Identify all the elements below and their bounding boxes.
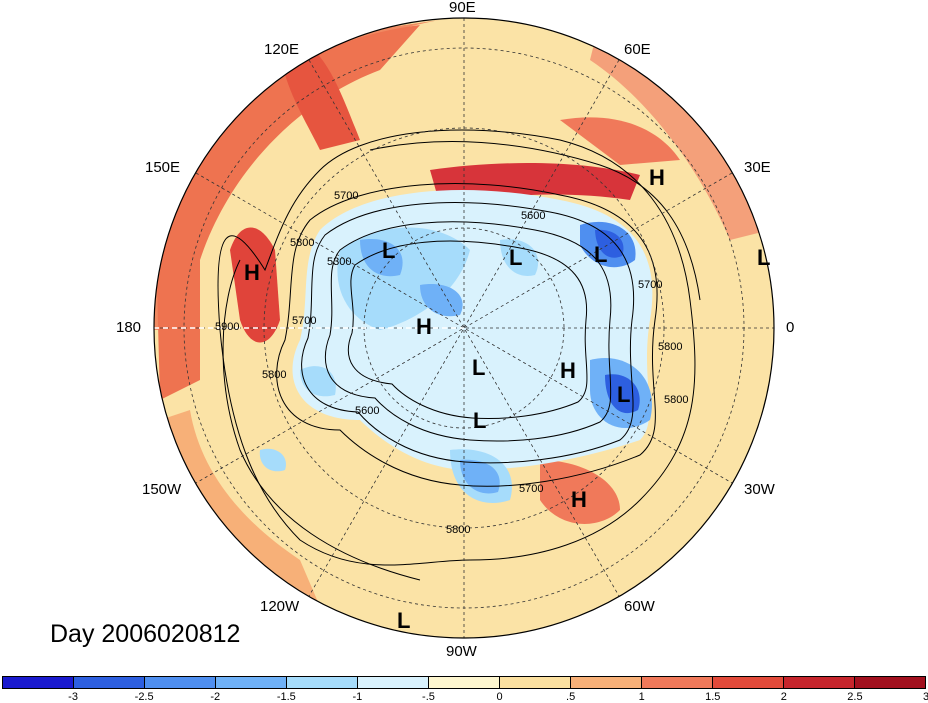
low-pressure-center: L	[473, 408, 486, 433]
lon-label-60e: 60E	[624, 41, 651, 58]
lon-label-30w: 30W	[744, 481, 775, 498]
colorbar-cell	[713, 677, 784, 688]
anomaly-field	[154, 18, 774, 638]
contour-label: 5600	[355, 405, 379, 417]
colorbar-cell	[216, 677, 287, 688]
colorbar-cell	[571, 677, 642, 688]
lon-label-90e: 90E	[449, 0, 476, 16]
lon-label-90w: 90W	[446, 643, 477, 660]
contour-label: 5600	[521, 210, 545, 222]
colorbar-cell	[855, 677, 925, 688]
colorbar-cell	[145, 677, 216, 688]
pressure-centers: H H H H H L L L L L L L L	[244, 165, 770, 633]
contour-label: 5700	[638, 279, 662, 291]
low-pressure-center: L	[509, 245, 522, 270]
contour-label: 5900	[215, 321, 239, 333]
colorbar-tick-label: -1	[352, 691, 363, 703]
high-pressure-center: H	[416, 314, 432, 339]
colorbar-tick-label: -1.5	[276, 691, 296, 703]
lon-label-150w: 150W	[142, 481, 182, 498]
colorbar-tick-label: 0	[496, 691, 503, 703]
low-pressure-center: L	[472, 355, 485, 380]
colorbar	[2, 676, 926, 689]
colorbar-cell	[74, 677, 145, 688]
colorbar-cell	[3, 677, 74, 688]
lon-label-60w: 60W	[624, 598, 655, 615]
colorbar-cell	[642, 677, 713, 688]
contour-label: 5700	[292, 315, 316, 327]
lon-label-120e: 120E	[264, 41, 300, 58]
low-pressure-center: L	[397, 608, 410, 633]
colorbar-tick-label: 2.5	[847, 691, 863, 703]
low-pressure-center: L	[757, 245, 770, 270]
high-pressure-center: H	[244, 260, 260, 285]
colorbar-tick-label: 3	[922, 691, 928, 703]
lon-label-150e: 150E	[145, 159, 181, 176]
low-pressure-center: L	[382, 238, 395, 263]
colorbar-tick-label: -2.5	[134, 691, 154, 703]
low-pressure-center: L	[594, 242, 607, 267]
contour-label: 5800	[290, 237, 314, 249]
lon-label-180: 180	[116, 319, 142, 336]
contour-label: 5800	[658, 341, 682, 353]
map-title: Day 2006020812	[50, 620, 241, 648]
contour-labels: 5700 5600 5800 5300 5700 5900 5800 5700 …	[215, 190, 688, 536]
colorbar-tick-label: 1.5	[705, 691, 721, 703]
height-contours	[217, 129, 701, 581]
colorbar-cell	[287, 677, 358, 688]
colorbar-tick-label: .5	[566, 691, 576, 703]
contour-label: 5800	[262, 369, 286, 381]
colorbar-cell	[358, 677, 429, 688]
high-pressure-center: H	[649, 165, 665, 190]
contour-label: 5700	[334, 190, 358, 202]
colorbar-tick-label: -.5	[422, 691, 435, 703]
map-boundary	[153, 17, 775, 639]
lon-label-0: 0	[786, 319, 795, 336]
lon-label-120w: 120W	[260, 598, 300, 615]
contour-label: 5800	[664, 394, 688, 406]
colorbar-cell	[429, 677, 500, 688]
colorbar-cell	[784, 677, 855, 688]
colorbar-cell	[500, 677, 571, 688]
colorbar-tick-label: -3	[68, 691, 78, 703]
colorbar-tick-label: -2	[210, 691, 221, 703]
high-pressure-center: H	[571, 487, 587, 512]
colorbar-tick-label: 2	[780, 691, 787, 703]
low-pressure-center: L	[617, 382, 630, 407]
contour-label: 5800	[446, 524, 470, 536]
contour-label: 5300	[327, 256, 351, 268]
colorbar-tick-label: 1	[638, 691, 645, 703]
high-pressure-center: H	[560, 358, 576, 383]
lon-label-30e: 30E	[744, 159, 771, 176]
contour-label: 5700	[519, 483, 543, 495]
